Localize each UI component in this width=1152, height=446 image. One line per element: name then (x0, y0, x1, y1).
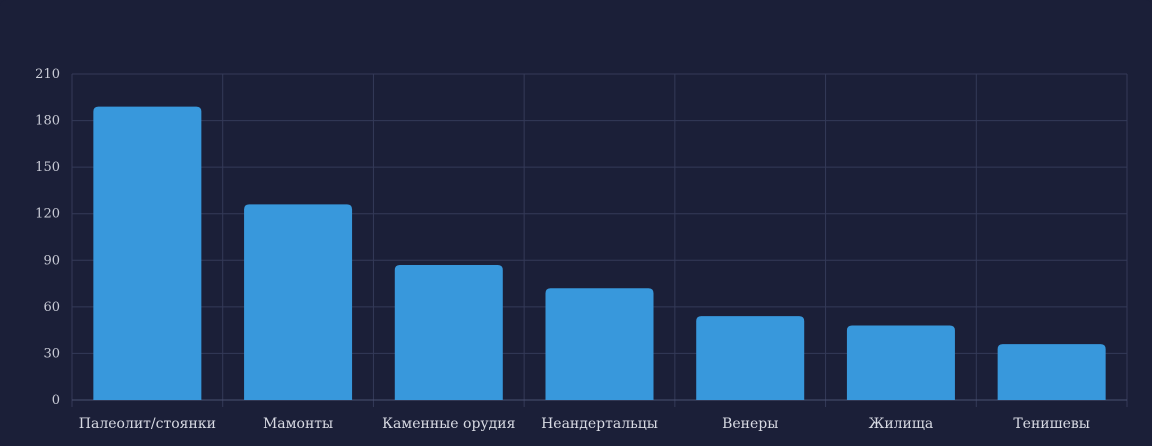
bar (846, 325, 955, 400)
x-tick-label: Венеры (722, 416, 778, 432)
y-tick-label: 120 (35, 207, 60, 222)
y-tick-label: 210 (35, 67, 60, 82)
x-axis-ticks: Палеолит/стоянки Мамонты Каменные орудия Не… (79, 416, 1090, 432)
bar (696, 316, 805, 400)
y-tick-label: 60 (43, 300, 60, 315)
bar (545, 288, 654, 400)
y-tick-label: 150 (35, 160, 60, 175)
y-tick-label: 90 (43, 253, 60, 268)
x-tick-label: Палеолит/стоянки (79, 416, 216, 432)
y-tick-label: 180 (35, 114, 60, 129)
x-tick-label: Неандертальцы (541, 416, 658, 432)
bar (244, 204, 353, 400)
bar (93, 106, 202, 400)
bar (394, 264, 503, 400)
bar (997, 344, 1106, 400)
y-axis-ticks: 0 30 60 90 120 150 180 210 (35, 67, 60, 408)
bars (93, 106, 1106, 400)
x-tick-label: Мамонты (263, 416, 333, 432)
x-tick-label: Тенишевы (1013, 416, 1090, 432)
y-tick-label: 30 (43, 346, 60, 361)
x-tick-label: Каменные орудия (382, 416, 515, 432)
y-tick-label: 0 (52, 393, 60, 408)
x-tick-label: Жилища (869, 416, 934, 432)
